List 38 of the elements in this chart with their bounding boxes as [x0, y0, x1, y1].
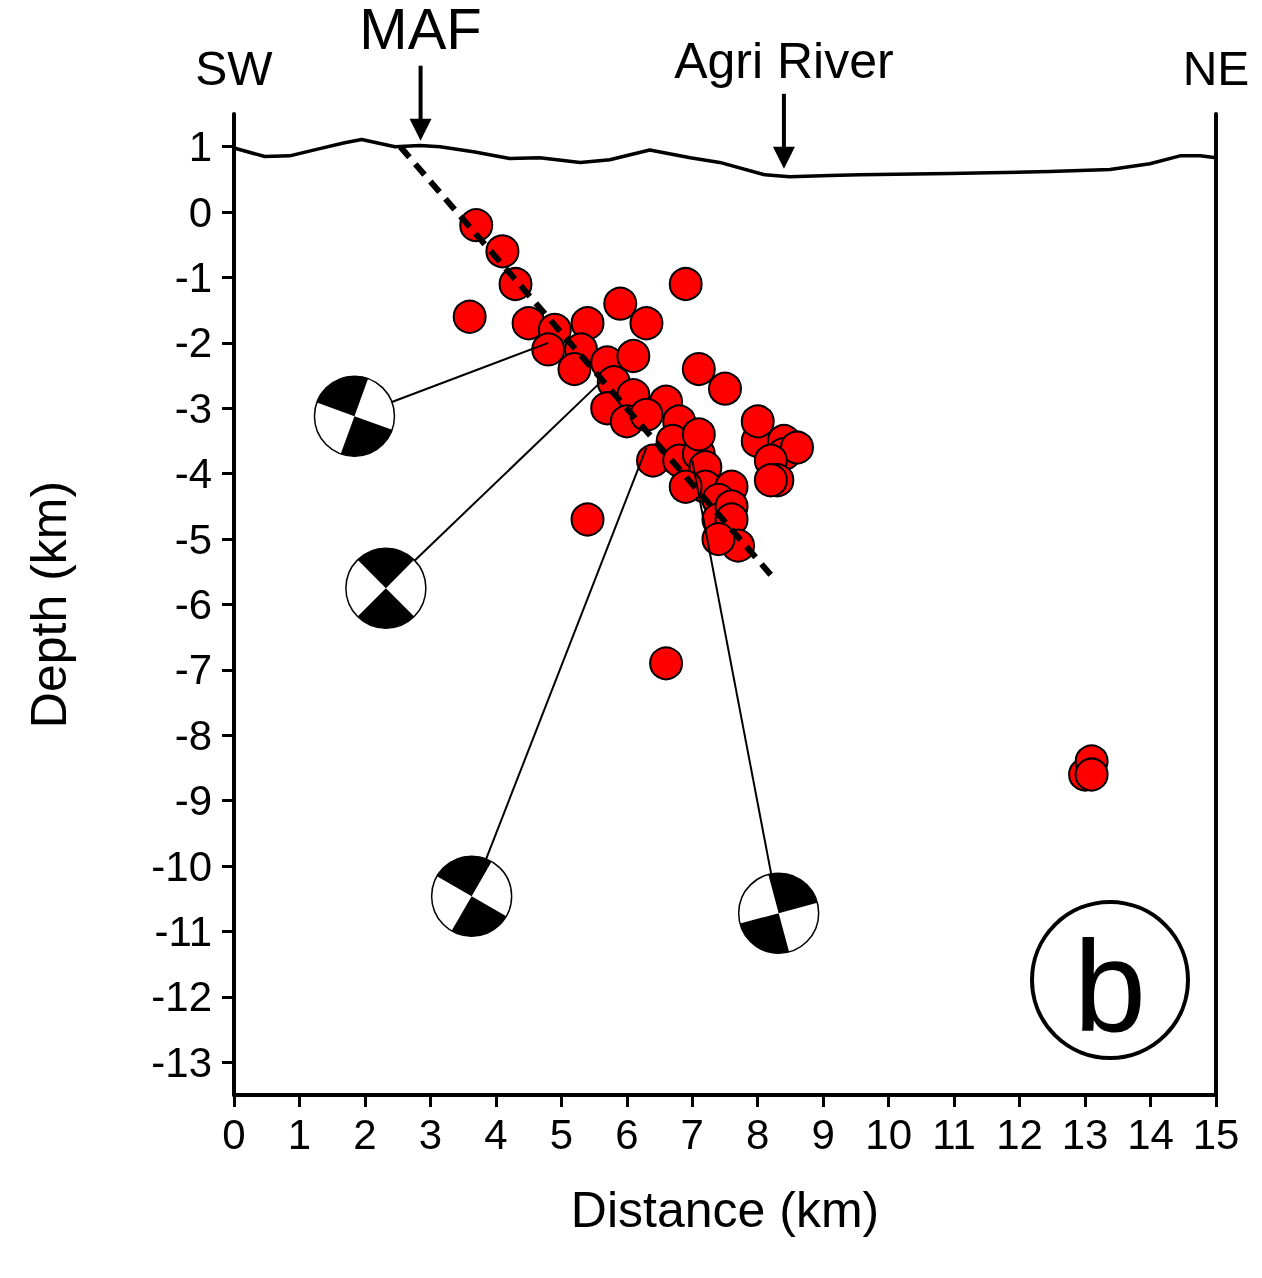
- y-tick-label: -9: [174, 777, 212, 825]
- x-tick-label: 15: [1192, 1110, 1240, 1158]
- annotation: MAF: [359, 0, 482, 62]
- x-tick-label: 10: [865, 1110, 913, 1158]
- annotation: Agri River: [674, 32, 894, 89]
- x-tick-label: 3: [418, 1110, 443, 1158]
- y-tick-label: -2: [174, 319, 212, 367]
- x-tick-label: 1: [287, 1110, 312, 1158]
- y-tick-label: -7: [174, 646, 212, 694]
- y-tick-label: 1: [188, 123, 212, 171]
- y-tick-label: 0: [188, 188, 212, 236]
- x-tick-label: 0: [222, 1110, 246, 1158]
- x-tick-label: 5: [549, 1110, 574, 1158]
- text: SW: [195, 41, 274, 95]
- x-tick-label: 11: [932, 1110, 976, 1158]
- y-tick-label: -12: [151, 973, 212, 1021]
- y-tick-label: -11: [154, 908, 212, 955]
- x-tick-label: 6: [615, 1110, 639, 1158]
- x-tick-label: 12: [996, 1110, 1043, 1158]
- x-tick-label: 8: [746, 1110, 770, 1158]
- y-tick-label: -4: [174, 450, 212, 498]
- y-tick-label: -8: [174, 711, 212, 759]
- y-tick-label: -1: [174, 254, 212, 301]
- x-tick-label: 2: [353, 1110, 377, 1158]
- text: NE: [1182, 41, 1250, 95]
- y-tick-label: -10: [151, 842, 212, 890]
- y-tick-label: -5: [174, 515, 212, 563]
- x-tick-label: 13: [1061, 1110, 1109, 1158]
- x-tick-label: 7: [680, 1110, 704, 1158]
- x-tick-label: 14: [1127, 1110, 1174, 1158]
- y-tick-label: -6: [174, 581, 212, 628]
- x-tick-label: 9: [811, 1110, 835, 1158]
- x-axis-title: Distance (km): [570, 1182, 880, 1238]
- annotation: b: [1073, 913, 1147, 1059]
- y-axis-title: Depth (km): [21, 480, 77, 729]
- y-tick-label: -3: [174, 384, 212, 432]
- x-tick-label: 4: [484, 1110, 508, 1158]
- y-tick-label: -13: [151, 1038, 212, 1086]
